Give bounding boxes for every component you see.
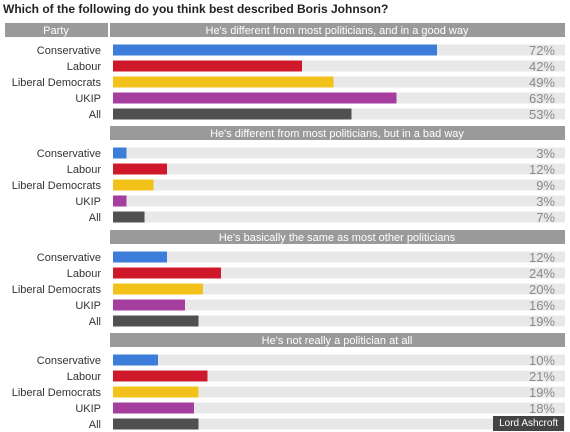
panel-2-label-liberal-democrats: Liberal Democrats <box>12 180 102 192</box>
panel-1-track-labour <box>113 60 565 72</box>
panel-3-value-labour: 24% <box>529 266 555 281</box>
panel-2-value-liberal-democrats: 9% <box>536 178 555 193</box>
panel-3-value-conservative: 12% <box>529 250 555 265</box>
panel-4-bar-liberal-democrats <box>113 386 199 398</box>
panel-4-track-ukip <box>113 402 565 414</box>
panel-3-bar-labour <box>113 267 221 279</box>
panel-2-track-liberal-democrats <box>113 179 565 191</box>
panel-3-bar-all <box>113 315 199 327</box>
panel-3-value-all: 19% <box>529 314 555 329</box>
panel-2-label-all: All <box>89 212 101 224</box>
panel-3-track-conservative <box>113 251 565 263</box>
panel-4-bar-conservative <box>113 354 158 366</box>
panel-4-track-conservative <box>113 354 565 366</box>
panel-2-bar-all <box>113 211 145 223</box>
panel-2-bar-labour <box>113 163 167 175</box>
panel-1-title: He's different from most politicians, an… <box>206 25 469 37</box>
panel-1-label-all: All <box>89 109 101 121</box>
panel-2-value-all: 7% <box>536 210 555 225</box>
panel-2-value-labour: 12% <box>529 162 555 177</box>
panel-2-value-ukip: 3% <box>536 194 555 209</box>
panel-3-track-ukip <box>113 299 565 311</box>
panel-3-label-ukip: UKIP <box>75 300 101 312</box>
panel-4-header <box>110 333 565 347</box>
panel-1-bar-conservative <box>113 44 437 56</box>
panel-4-bar-all <box>113 418 199 430</box>
panel-1-bar-labour <box>113 60 302 72</box>
panel-4-value-ukip: 18% <box>529 401 555 416</box>
panel-1-value-liberal-democrats: 49% <box>529 75 555 90</box>
panel-2-label-conservative: Conservative <box>37 148 101 160</box>
panel-3-bar-ukip <box>113 299 185 311</box>
panel-4-track-liberal-democrats <box>113 386 565 398</box>
panel-1-label-labour: Labour <box>67 61 102 73</box>
panel-3-header <box>110 230 565 244</box>
panel-2-bar-ukip <box>113 195 127 207</box>
panel-1-value-conservative: 72% <box>529 43 555 58</box>
party-header-label: Party <box>43 25 69 37</box>
panel-2-value-conservative: 3% <box>536 146 555 161</box>
panel-3-bar-conservative <box>113 251 167 263</box>
panel-3-bar-liberal-democrats <box>113 283 203 295</box>
panel-2-header <box>110 126 565 140</box>
panel-3-value-ukip: 16% <box>529 298 555 313</box>
panel-2-track-all <box>113 211 565 223</box>
panel-1-bar-liberal-democrats <box>113 76 334 88</box>
panel-4-track-labour <box>113 370 565 382</box>
panel-3-value-liberal-democrats: 20% <box>529 282 555 297</box>
panel-4-track-all <box>113 418 565 430</box>
panel-1-value-all: 53% <box>529 107 555 122</box>
panel-3-track-all <box>113 315 565 327</box>
panel-4-label-liberal-democrats: Liberal Democrats <box>12 387 102 399</box>
panel-1-label-liberal-democrats: Liberal Democrats <box>12 77 102 89</box>
panel-2-track-labour <box>113 163 565 175</box>
panel-1-label-conservative: Conservative <box>37 45 101 57</box>
panel-2-bar-conservative <box>113 147 127 159</box>
panel-4-bar-ukip <box>113 402 194 414</box>
panel-4-label-conservative: Conservative <box>37 355 101 367</box>
panel-2-bar-liberal-democrats <box>113 179 154 191</box>
panel-4-label-ukip: UKIP <box>75 403 101 415</box>
chart-title: Which of the following do you think best… <box>3 2 389 16</box>
panel-2-track-conservative <box>113 147 565 159</box>
panel-2-title: He's different from most politicians, bu… <box>210 128 464 140</box>
panel-4-value-labour: 21% <box>529 369 555 384</box>
panel-1-bar-all <box>113 108 352 120</box>
panel-3-label-conservative: Conservative <box>37 252 101 264</box>
panel-3-track-labour <box>113 267 565 279</box>
panel-4-bar-labour <box>113 370 208 382</box>
panel-2-track-ukip <box>113 195 565 207</box>
panel-2-label-ukip: UKIP <box>75 196 101 208</box>
panel-3-label-all: All <box>89 316 101 328</box>
panel-4-label-all: All <box>89 419 101 431</box>
panel-1-value-ukip: 63% <box>529 91 555 106</box>
panel-4-label-labour: Labour <box>67 371 102 383</box>
panel-1-label-ukip: UKIP <box>75 93 101 105</box>
panel-4-value-liberal-democrats: 19% <box>529 385 555 400</box>
panel-3-track-liberal-democrats <box>113 283 565 295</box>
party-header <box>5 23 108 37</box>
panel-4-value-conservative: 10% <box>529 353 555 368</box>
panel-3-label-labour: Labour <box>67 268 102 280</box>
panel-1-track-liberal-democrats <box>113 76 565 88</box>
panel-3-title: He's basically the same as most other po… <box>219 232 456 244</box>
panel-1-header <box>110 23 565 37</box>
panel-4-title: He's not really a politician at all <box>262 335 413 347</box>
panel-3-label-liberal-democrats: Liberal Democrats <box>12 284 102 296</box>
panel-1-value-labour: 42% <box>529 59 555 74</box>
panel-2-label-labour: Labour <box>67 164 102 176</box>
source-credit: Lord Ashcroft <box>493 416 564 431</box>
panel-1-bar-ukip <box>113 92 397 104</box>
